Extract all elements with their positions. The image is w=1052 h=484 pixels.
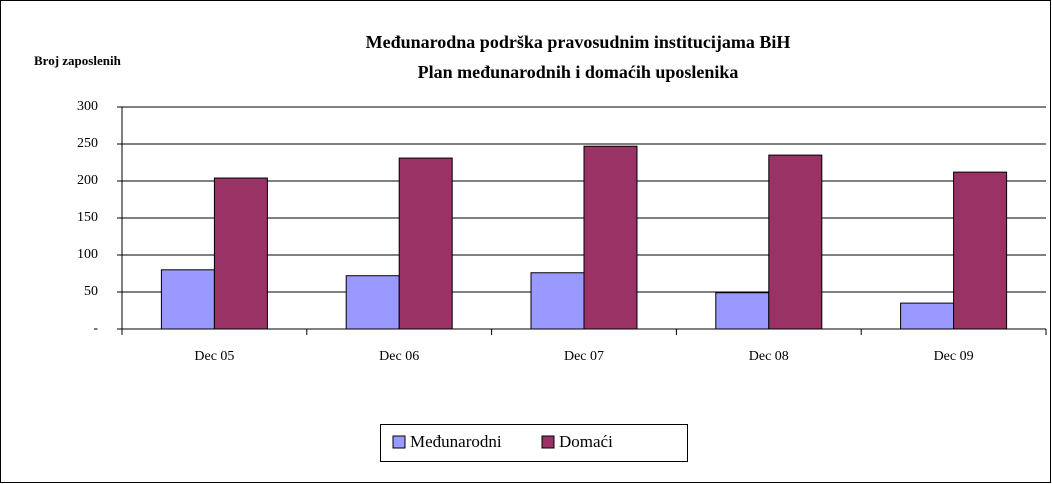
bar: [530, 272, 585, 330]
bar: [345, 275, 400, 330]
y-tick-label: -: [93, 321, 98, 336]
bar: [398, 157, 453, 330]
y-tick-label: 100: [77, 247, 98, 262]
bar: [213, 177, 268, 330]
bar: [160, 269, 215, 330]
bar: [768, 154, 823, 330]
legend-box: [380, 424, 688, 462]
x-tick-label: Dec 07: [564, 349, 604, 364]
x-tick-label: Dec 05: [194, 349, 234, 364]
y-tick-label: 150: [77, 210, 98, 225]
bar: [953, 171, 1008, 330]
x-tick-label: Dec 09: [934, 349, 974, 364]
y-tick-label: 300: [77, 99, 98, 114]
y-tick-label: 200: [77, 173, 98, 188]
legend-label: Domaći: [559, 432, 613, 451]
chart-subtitle: Plan međunarodnih i domaćih uposlenika: [418, 62, 739, 82]
bar: [715, 292, 770, 330]
bar: [583, 145, 638, 330]
legend-swatch: [392, 435, 406, 449]
legend-swatch: [541, 435, 555, 449]
y-tick-label: 250: [77, 136, 98, 151]
y-axis-label: Broj zaposlenih: [34, 53, 122, 68]
legend-label: Međunarodni: [410, 432, 502, 451]
chart-title: Međunarodna podrška pravosudnim instituc…: [366, 32, 791, 52]
x-tick-label: Dec 08: [749, 349, 789, 364]
y-tick-label: 50: [84, 284, 98, 299]
x-tick-label: Dec 06: [379, 349, 419, 364]
bar: [900, 302, 955, 330]
